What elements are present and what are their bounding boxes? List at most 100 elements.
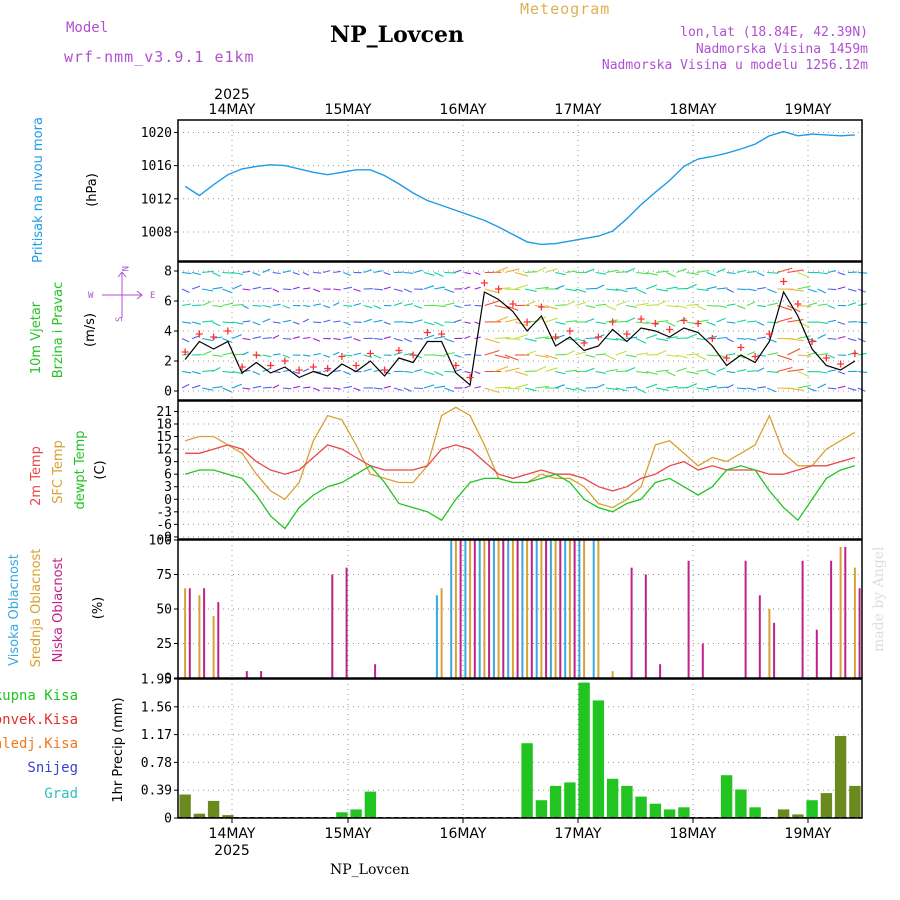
wind-arrow: [817, 370, 828, 374]
wind-gust-marker: [324, 365, 332, 372]
wind-arrow: [625, 366, 636, 373]
wind-arrow: [757, 354, 766, 357]
wind-arrow: [474, 271, 481, 276]
wind-arrow: [827, 369, 837, 373]
wind-arrow: [524, 337, 537, 342]
wind-arrow: [676, 367, 687, 373]
wind-arrow: [272, 321, 281, 324]
wind-arrow: [555, 334, 565, 340]
wind-arrow: [767, 288, 777, 294]
wind-arrow: [191, 321, 201, 325]
wind-arrow: [696, 387, 709, 391]
wind-arrow: [565, 350, 576, 356]
wind-arrow: [393, 387, 403, 392]
wind-arrow: [756, 367, 765, 372]
t2m-line: [185, 444, 856, 492]
wind-arrow: [484, 288, 500, 294]
wind-arrow: [212, 321, 221, 327]
wind-arrow: [706, 321, 716, 327]
wind-arrow: [706, 304, 718, 307]
wind-arrow: [403, 303, 414, 307]
wind-arrow: [817, 321, 828, 324]
y-tick-label: 1020: [141, 126, 172, 141]
wind-arrow: [262, 304, 272, 308]
wind-arrow: [333, 370, 341, 373]
wind-arrow: [767, 271, 779, 274]
wind-arrow: [676, 268, 687, 274]
wind-gust-marker: [480, 279, 488, 287]
wind-arrow: [252, 271, 261, 277]
y-tick-label: 0: [164, 812, 172, 827]
wind-arrow: [514, 271, 529, 277]
wind-arrow: [605, 387, 619, 391]
precip-bar: [336, 812, 348, 818]
wind-arrow: [595, 303, 607, 307]
wind-gust-marker: [822, 354, 830, 362]
wind-arrow: [696, 305, 707, 311]
wind-arrow: [303, 304, 311, 308]
wind-arrow: [585, 318, 595, 323]
wind-arrow: [403, 370, 414, 374]
precip-legend-0: Ukupna Kisa: [0, 688, 78, 704]
wind-gust-marker: [651, 320, 659, 327]
tsfc-line: [184, 406, 856, 509]
wind-arrow: [282, 354, 291, 359]
wind-arrow: [494, 316, 509, 323]
wind-arrow: [666, 321, 676, 327]
wind-arrow: [635, 370, 649, 374]
wind-arrow: [847, 302, 857, 307]
wind-arrow: [827, 387, 837, 390]
wind-arrow: [615, 387, 628, 392]
wind-arrow: [383, 286, 391, 290]
wind-arrow: [181, 383, 190, 389]
wind-arrow: [323, 270, 331, 274]
dewpt-title: dewpt Temp: [73, 430, 88, 509]
wind-arrow: [464, 370, 471, 374]
wind-arrow: [201, 350, 212, 356]
wind-arrow: [252, 370, 261, 376]
wind-arrow: [726, 288, 734, 293]
wind-arrow: [716, 367, 726, 373]
frame-layer: [174, 119, 863, 823]
wind-arrow: [363, 368, 372, 373]
precip-bar: [564, 782, 576, 818]
lonlat-text: lon,lat (18.84E, 42.39N): [680, 25, 868, 40]
wind-gust-marker: [552, 333, 560, 341]
wind-gust-marker: [366, 350, 374, 357]
wind-arrow: [292, 321, 300, 325]
wind-arrow: [373, 270, 383, 274]
y-tick-label: 6: [164, 295, 172, 310]
wind-arrow: [333, 387, 341, 390]
wind-gust-marker: [466, 374, 474, 381]
wind-arrow: [676, 304, 688, 309]
wind-arrow: [787, 368, 804, 373]
wind-arrow: [282, 387, 292, 390]
precip-bar: [350, 809, 362, 818]
wind-arrow: [494, 365, 509, 373]
wind-arrow: [504, 367, 520, 373]
wind-arrow: [433, 271, 444, 277]
wind-arrow: [181, 370, 192, 374]
wind-arrow: [787, 387, 804, 391]
cloud-high-title: Visoka Oblacnost: [7, 554, 22, 666]
wind-arrow: [423, 384, 435, 389]
wind-arrow: [767, 352, 779, 356]
wind-arrow: [393, 351, 403, 356]
wind-arrow: [504, 337, 521, 340]
wind-arrow: [757, 336, 766, 340]
x-label-top: 14MAY: [209, 102, 256, 118]
wind-gust-marker: [238, 363, 246, 371]
wind-arrow: [736, 288, 747, 291]
footer-station: NP_Lovcen: [330, 862, 410, 878]
wind-arrow: [282, 319, 292, 323]
temp-unit: (C): [93, 460, 108, 479]
wind-arrow: [504, 387, 521, 390]
wind-arrow: [585, 367, 595, 373]
wind-arrow: [575, 288, 587, 293]
wind-arrow: [605, 319, 618, 323]
y-tick-label: -6: [156, 518, 172, 533]
wind-arrow: [222, 370, 234, 373]
wind-arrow: [817, 271, 828, 275]
wind-arrow: [202, 370, 214, 373]
wind-arrow: [202, 288, 214, 292]
